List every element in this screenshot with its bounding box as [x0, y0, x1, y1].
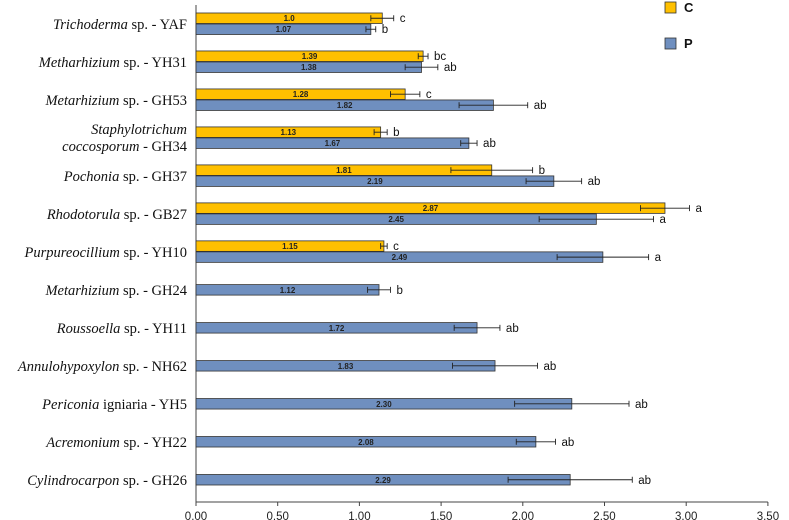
data-label: 1.13: [281, 128, 297, 137]
data-label: 1.15: [282, 242, 298, 251]
data-label: 2.30: [376, 400, 392, 409]
data-label: 2.19: [367, 177, 383, 186]
significance-letter: b: [393, 127, 399, 139]
legend-swatch-p: [664, 37, 677, 50]
data-label: 1.28: [293, 90, 309, 99]
category-label: Acremonium sp. - YH22: [45, 435, 187, 451]
x-tick-label: 1.50: [430, 511, 452, 520]
significance-letter: ab: [588, 176, 601, 188]
x-tick-label: 3.50: [757, 511, 779, 520]
data-label: 1.39: [302, 52, 318, 61]
category-label: Periconia igniaria - YH5: [41, 397, 187, 413]
category-label: Trichoderma sp. - YAF: [53, 17, 187, 33]
category-label: Rhodotorula sp. - GB27: [46, 207, 187, 223]
significance-letter: ab: [444, 62, 457, 74]
legend-label-p: P: [684, 36, 693, 51]
significance-letter: ab: [638, 475, 651, 487]
data-label: 1.72: [329, 324, 345, 333]
data-label: 2.08: [358, 438, 374, 447]
data-label: 1.07: [276, 25, 292, 34]
data-label: 2.45: [388, 215, 404, 224]
significance-letter: b: [539, 165, 545, 177]
category-label: Roussoella sp. - YH11: [56, 321, 187, 337]
x-tick-label: 2.00: [512, 511, 534, 520]
data-label: 2.29: [375, 476, 391, 485]
category-label: Purpureocillium sp. - YH10: [24, 245, 187, 261]
category-label: Metarhizium sp. - GH53: [44, 93, 187, 109]
data-label: 2.87: [423, 204, 439, 213]
category-label: Pochonia sp. - GH37: [63, 169, 187, 185]
category-label: Metharhizium sp. - YH31: [38, 55, 187, 71]
category-label: Annulohypoxylon sp. - NH62: [17, 359, 187, 375]
significance-letter: b: [396, 285, 402, 297]
x-tick-label: 1.00: [348, 511, 370, 520]
data-label: 2.49: [392, 253, 408, 262]
significance-letter: a: [655, 252, 662, 264]
data-label: 1.82: [337, 101, 353, 110]
significance-letter: b: [382, 24, 388, 36]
significance-letter: ab: [506, 323, 519, 335]
x-tick-label: 2.50: [593, 511, 615, 520]
legend-label-c: C: [684, 0, 694, 15]
significance-letter: ab: [561, 437, 574, 449]
significance-letter: c: [393, 241, 399, 253]
x-tick-label: 0.50: [267, 511, 289, 520]
x-tick-label: 0.00: [185, 511, 207, 520]
significance-letter: ab: [534, 100, 547, 112]
data-label: 1.12: [280, 286, 296, 295]
data-label: 1.0: [284, 14, 296, 23]
category-label: Cylindrocarpon sp. - GH26: [27, 473, 187, 489]
significance-letter: a: [660, 214, 667, 226]
category-label: Metarhizium sp. - GH24: [44, 283, 187, 299]
significance-letter: ab: [483, 138, 496, 150]
plot-area: 0.00 0.50 1.00 1.50 2.00 2.50 3.00 3.50 Trichode…: [17, 0, 779, 520]
legend-swatch-c: [664, 1, 677, 14]
category-label: Staphylotrichum: [91, 122, 187, 138]
significance-letter: ab: [635, 399, 648, 411]
data-label: 1.83: [338, 362, 354, 371]
significance-letter: ab: [544, 361, 557, 373]
significance-letter: a: [695, 203, 702, 215]
data-label: 1.38: [301, 63, 317, 72]
data-label: 1.81: [336, 166, 352, 175]
data-label: 1.67: [325, 139, 341, 148]
category-label-line2: coccosporum - GH34: [62, 139, 188, 155]
significance-letter: c: [400, 13, 406, 25]
significance-letter: c: [426, 89, 432, 101]
x-tick-label: 3.00: [675, 511, 697, 520]
significance-letter: bc: [434, 51, 446, 63]
